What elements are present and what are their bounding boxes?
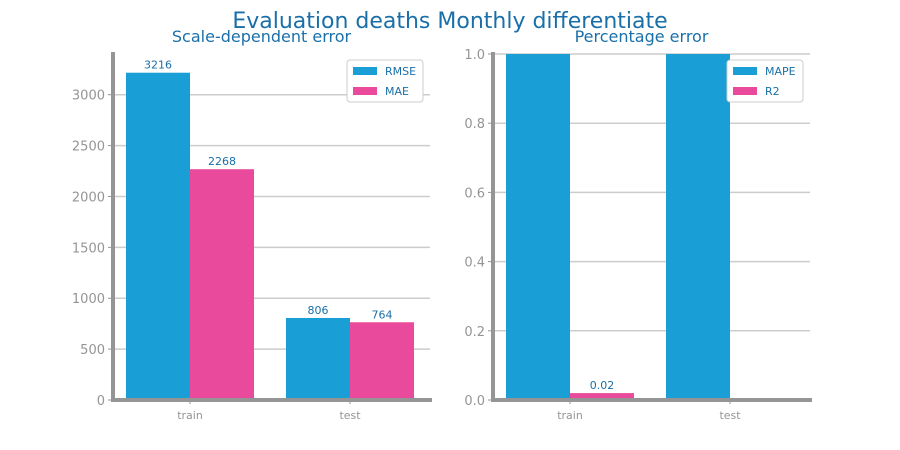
chart-scale-dependent-error: Scale-dependent error 0 500 1000 1500 2000 250… [72, 27, 432, 422]
legend-label: R2 [765, 85, 780, 98]
y-tick-label: 0.6 [464, 186, 485, 201]
y-tick-label: 0 [97, 394, 105, 409]
y-tick-label: 1000 [72, 292, 105, 307]
bar-value-label: 764 [372, 308, 393, 321]
subplot-title: Percentage error [575, 27, 709, 46]
y-tick-label: 0.4 [464, 256, 485, 271]
legend-swatch-mape [733, 67, 757, 75]
x-tick-label: test [339, 409, 361, 422]
legend: MAPE R2 [726, 59, 804, 103]
figure-title: Evaluation deaths Monthly differentiate [232, 9, 667, 34]
y-tick-label: 2000 [72, 190, 105, 205]
y-tick-label: 500 [80, 343, 105, 358]
y-tick-label: 1500 [72, 241, 105, 256]
bar-r2-train [570, 393, 634, 400]
y-tick-label: 1.0 [464, 48, 485, 63]
y-tick-label: 3000 [72, 89, 105, 104]
x-tick-label: train [177, 409, 203, 422]
chart-percentage-error: Percentage error 0.0 0.2 0.4 0.6 0.8 1.0 0.02 tr… [464, 27, 812, 422]
bar-rmse-train [126, 72, 190, 401]
bar-mape-test [666, 54, 730, 400]
bar-value-label: 2268 [208, 155, 236, 168]
bar-value-label: 3216 [144, 59, 172, 72]
legend-swatch-mae [353, 87, 377, 95]
legend-label: MAE [385, 85, 409, 98]
y-tick-label: 0.0 [464, 394, 485, 409]
y-tick-label: 2500 [72, 140, 105, 155]
x-tick-label: train [557, 409, 583, 422]
bar-rmse-test [286, 317, 350, 400]
subplot-title: Scale-dependent error [172, 27, 352, 46]
y-tick-label: 0.2 [464, 325, 485, 340]
legend-label: MAPE [765, 65, 796, 78]
legend-label: RMSE [385, 65, 416, 78]
y-tick-label: 0.8 [464, 117, 485, 132]
bar-mae-test [350, 322, 414, 400]
bar-mape-train [506, 54, 570, 400]
bar-value-label: 0.02 [590, 379, 615, 392]
bar-value-label: 806 [308, 304, 329, 317]
bar-mae-train [190, 169, 254, 400]
legend-swatch-rmse [353, 67, 377, 75]
legend-swatch-r2 [733, 87, 757, 95]
legend: RMSE MAE [346, 59, 424, 103]
x-tick-label: test [719, 409, 741, 422]
